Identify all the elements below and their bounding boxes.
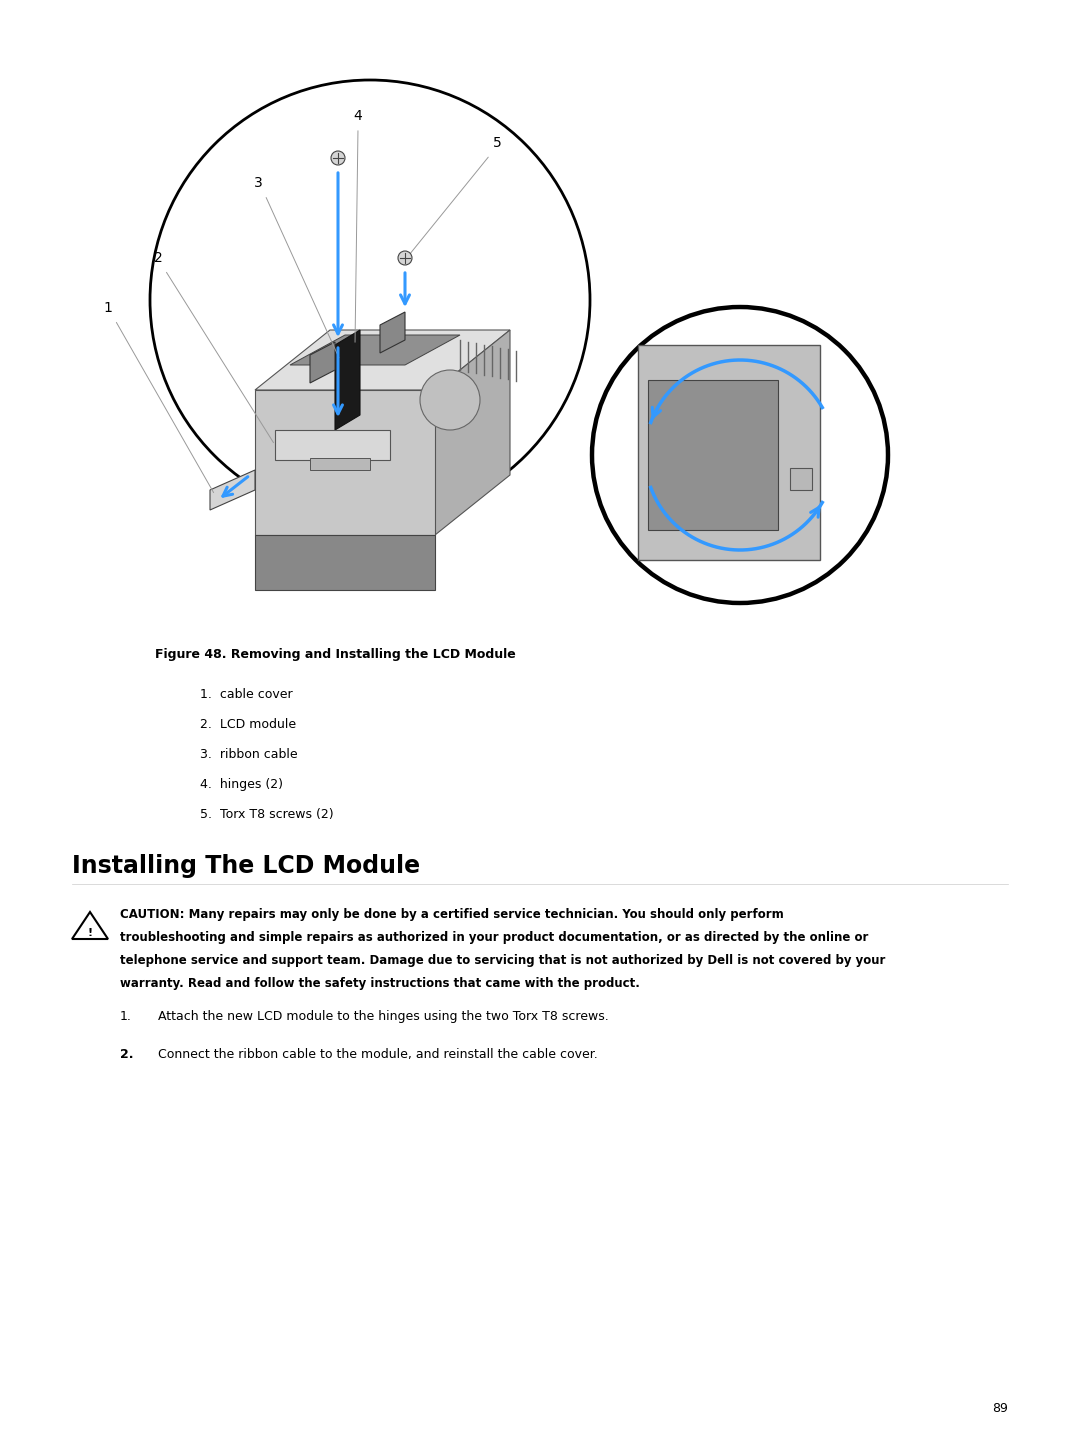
Polygon shape — [210, 470, 255, 511]
Circle shape — [420, 370, 480, 430]
Bar — [310, 457, 370, 470]
Text: 89: 89 — [993, 1402, 1008, 1415]
Polygon shape — [435, 330, 510, 535]
Text: 5: 5 — [492, 136, 501, 151]
Polygon shape — [255, 330, 510, 390]
Polygon shape — [335, 330, 360, 430]
Text: CAUTION: Many repairs may only be done by a certified service technician. You sh: CAUTION: Many repairs may only be done b… — [120, 908, 784, 921]
Text: troubleshooting and simple repairs as authorized in your product documentation, : troubleshooting and simple repairs as au… — [120, 931, 868, 944]
Text: Attach the new LCD module to the hinges using the two Torx T8 screws.: Attach the new LCD module to the hinges … — [158, 1010, 609, 1022]
Circle shape — [150, 80, 590, 521]
Polygon shape — [291, 336, 460, 366]
Text: 1: 1 — [104, 301, 112, 315]
Text: Figure 48. Removing and Installing the LCD Module: Figure 48. Removing and Installing the L… — [156, 648, 516, 661]
Text: 3.  ribbon cable: 3. ribbon cable — [200, 749, 298, 761]
Polygon shape — [638, 346, 820, 561]
Bar — [789, 467, 812, 490]
Bar — [648, 380, 778, 531]
Circle shape — [399, 251, 411, 265]
Text: telephone service and support team. Damage due to servicing that is not authoriz: telephone service and support team. Dama… — [120, 954, 886, 967]
Text: 2.  LCD module: 2. LCD module — [200, 718, 296, 731]
Circle shape — [330, 151, 345, 165]
Text: 2: 2 — [153, 251, 162, 265]
Text: 1.  cable cover: 1. cable cover — [200, 688, 293, 701]
Text: warranty. Read and follow the safety instructions that came with the product.: warranty. Read and follow the safety ins… — [120, 977, 639, 989]
Polygon shape — [255, 535, 435, 589]
Text: 2.: 2. — [120, 1048, 134, 1061]
Text: 5.  Torx T8 screws (2): 5. Torx T8 screws (2) — [200, 807, 334, 822]
Text: 4: 4 — [353, 109, 363, 123]
Text: Connect the ribbon cable to the module, and reinstall the cable cover.: Connect the ribbon cable to the module, … — [158, 1048, 597, 1061]
Text: Installing The LCD Module: Installing The LCD Module — [72, 855, 420, 878]
Text: 4.  hinges (2): 4. hinges (2) — [200, 779, 283, 792]
Text: 1.: 1. — [120, 1010, 132, 1022]
Text: 3: 3 — [254, 176, 262, 189]
Polygon shape — [310, 341, 335, 383]
Polygon shape — [255, 390, 435, 535]
Polygon shape — [380, 313, 405, 353]
Text: !: ! — [87, 928, 93, 938]
Circle shape — [592, 307, 888, 604]
Polygon shape — [275, 430, 390, 460]
